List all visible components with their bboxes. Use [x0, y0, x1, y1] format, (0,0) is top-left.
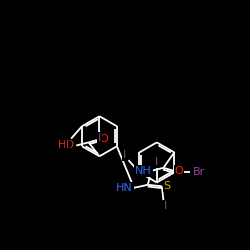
- Text: O: O: [174, 166, 183, 176]
- Text: HN: HN: [116, 183, 133, 193]
- Text: I: I: [123, 150, 126, 160]
- Text: O: O: [100, 134, 108, 144]
- Text: I: I: [155, 157, 158, 167]
- Text: I: I: [98, 133, 101, 143]
- Text: S: S: [164, 181, 171, 191]
- Text: HO: HO: [58, 140, 76, 150]
- Text: NH: NH: [135, 166, 152, 176]
- Text: I: I: [164, 201, 167, 211]
- Text: I: I: [66, 140, 69, 150]
- Text: Br: Br: [193, 168, 205, 177]
